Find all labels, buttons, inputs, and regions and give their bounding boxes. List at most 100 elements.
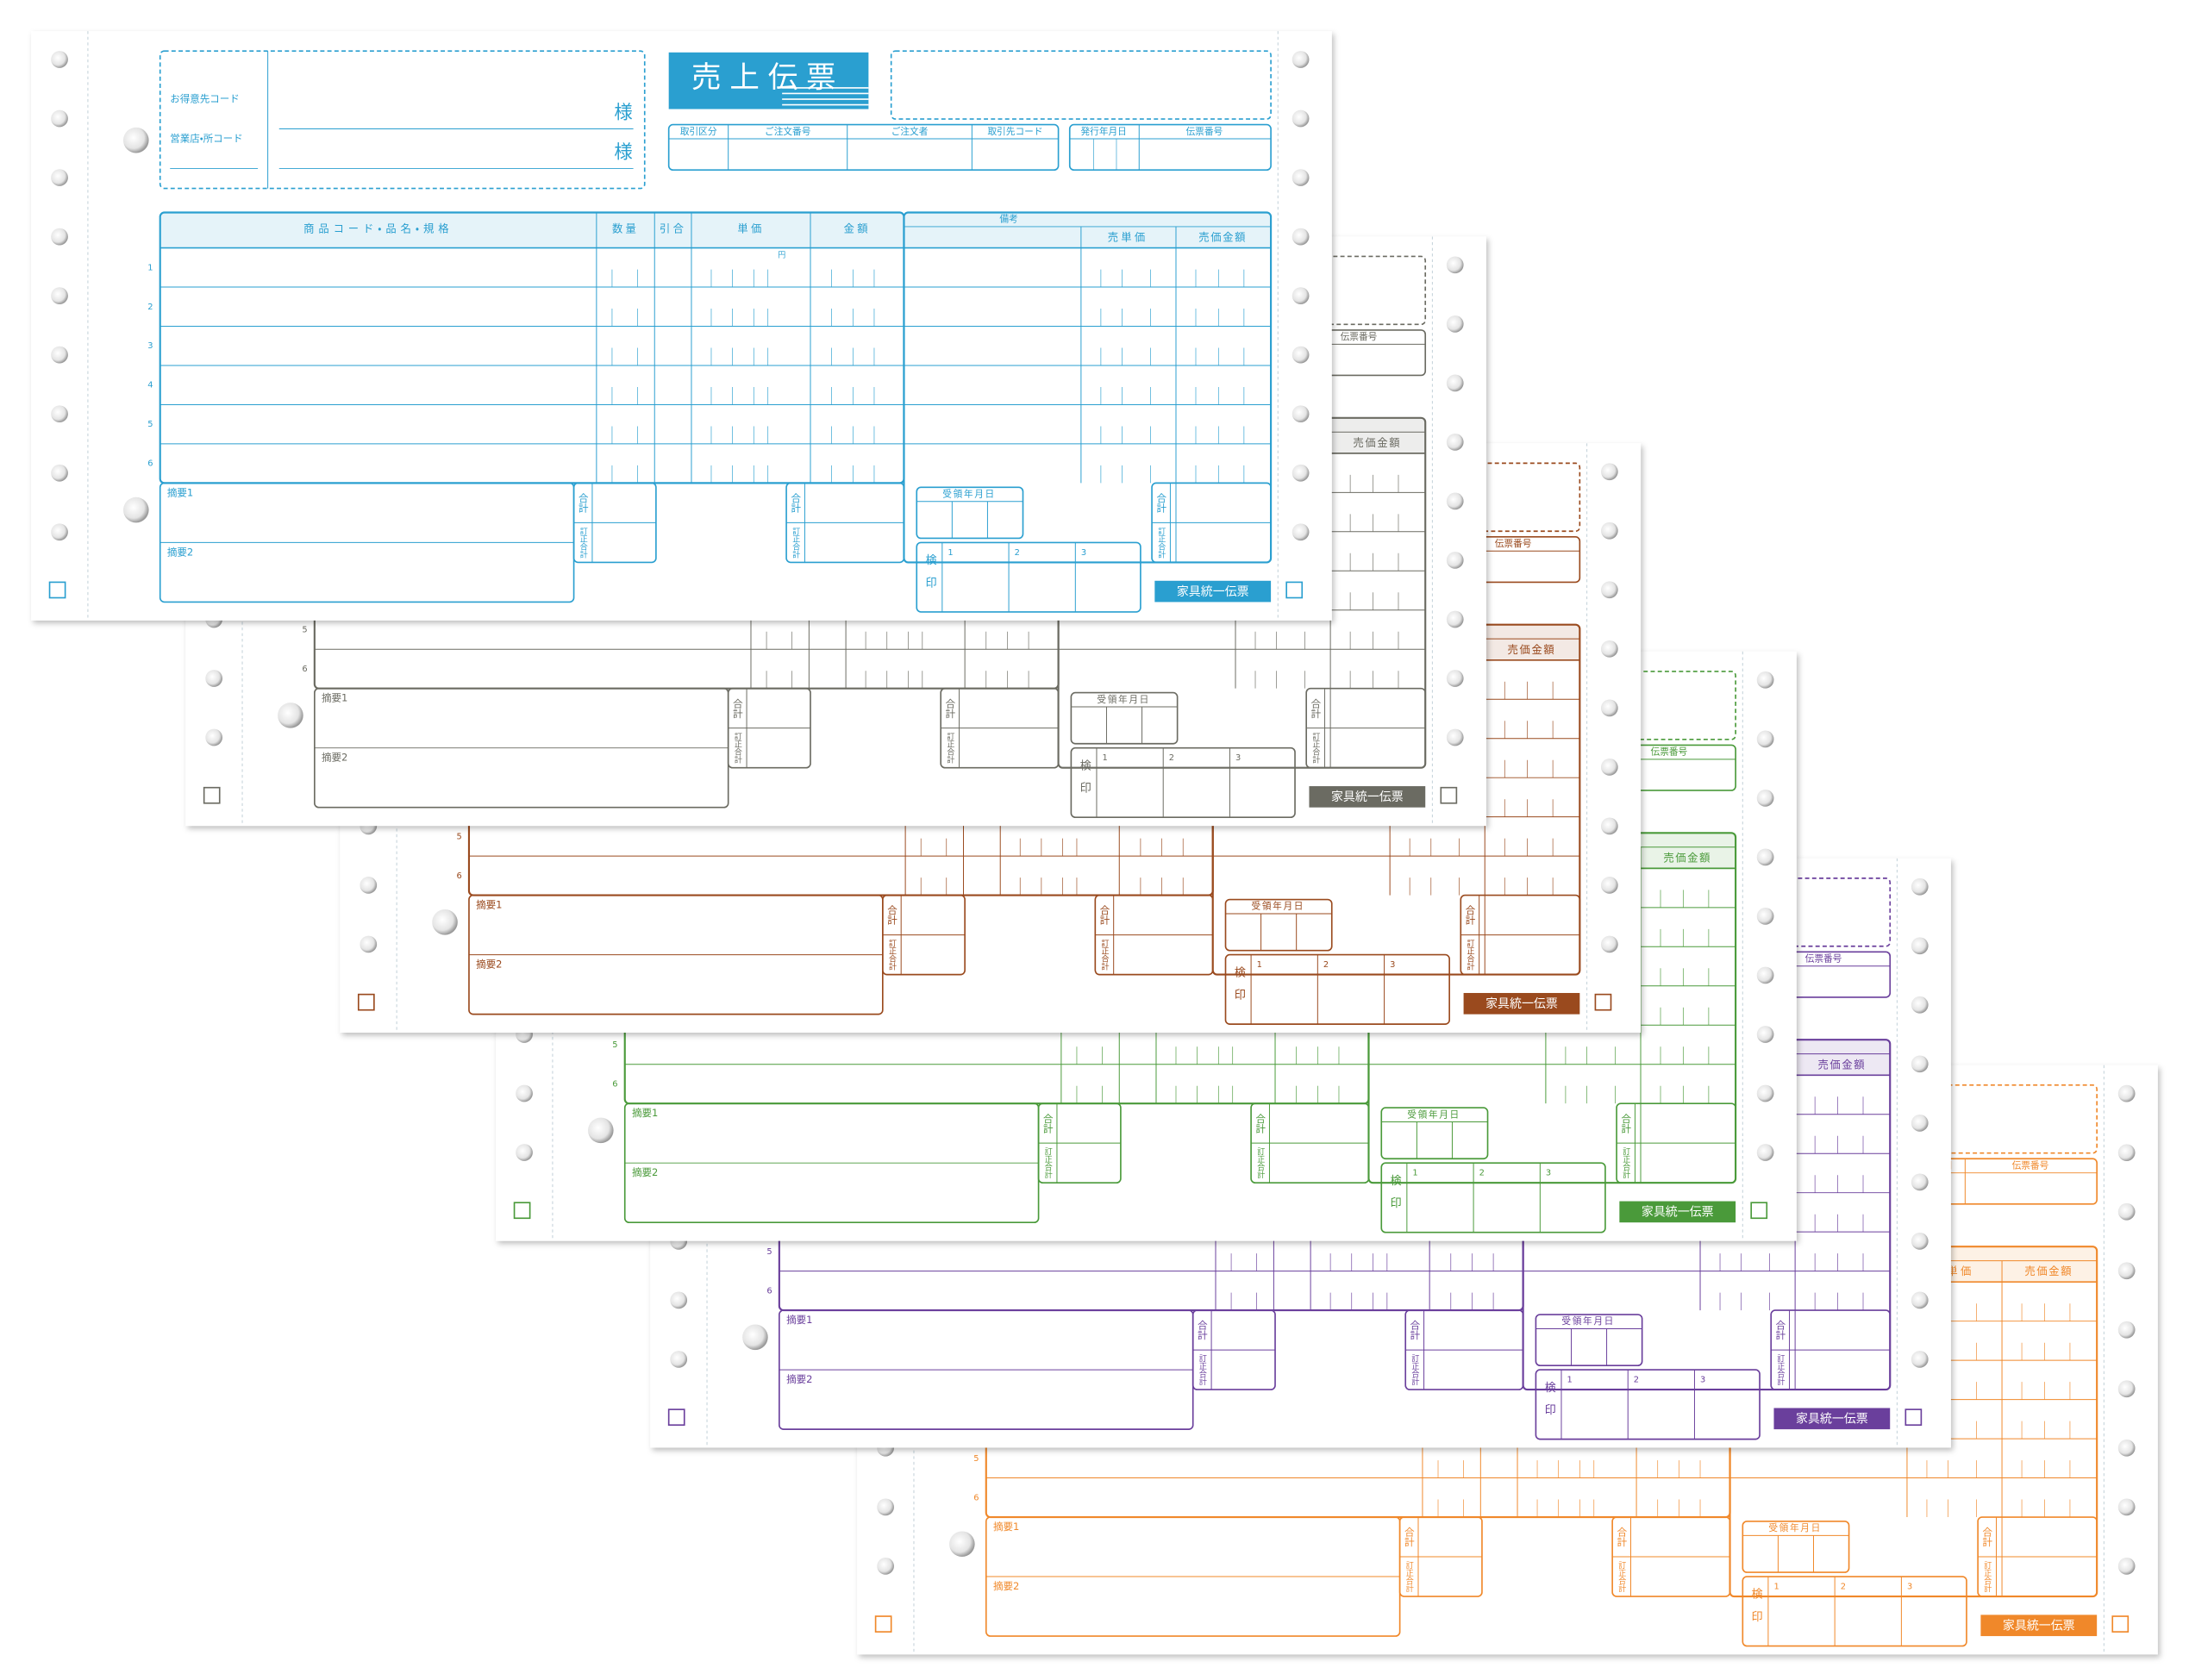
corner-mark bbox=[1440, 786, 1458, 804]
column-header: 売価金額 bbox=[2024, 1265, 2073, 1277]
inspection-box bbox=[1224, 953, 1450, 1025]
feed-hole bbox=[1756, 848, 1774, 866]
feed-hole bbox=[877, 1558, 894, 1575]
feed-hole bbox=[51, 405, 68, 423]
inspection-box bbox=[916, 541, 1141, 613]
order-box bbox=[667, 123, 1060, 172]
column-header: 数量 bbox=[612, 222, 639, 235]
inspection-slot: 1 bbox=[1773, 1583, 1779, 1592]
received-label: 受領年月日 bbox=[1097, 694, 1150, 705]
received-box bbox=[1742, 1521, 1850, 1573]
form-sheet: お得意先コード営業店・所コード様様売上伝票取引区分ご注文番号ご注文者取引先コード… bbox=[31, 31, 1332, 621]
row-number: 4 bbox=[147, 381, 153, 390]
honorific: 様 bbox=[614, 102, 632, 123]
summary-label: 摘要1 bbox=[632, 1107, 658, 1119]
footer-label: 家具統一伝票 bbox=[1796, 1412, 1868, 1427]
corrected-total-label: 訂正合計 bbox=[791, 527, 800, 559]
total-label: 合計 bbox=[944, 698, 956, 718]
feed-hole bbox=[1600, 935, 1618, 953]
corner-mark bbox=[1594, 993, 1612, 1011]
sheet-paper bbox=[31, 31, 1332, 621]
inspection-slot: 3 bbox=[1081, 548, 1086, 558]
feed-hole bbox=[1756, 730, 1774, 748]
inspection-slot: 2 bbox=[1634, 1376, 1639, 1385]
corner-mark bbox=[203, 786, 221, 804]
feed-hole bbox=[1292, 346, 1310, 364]
feed-hole bbox=[1600, 463, 1618, 481]
feed-hole bbox=[1446, 374, 1464, 392]
row-number: 3 bbox=[147, 341, 153, 351]
corrected-total-label: 訂正合計 bbox=[733, 733, 742, 765]
row-number: 6 bbox=[147, 459, 153, 469]
binding-hole bbox=[432, 909, 458, 935]
total-label: 合計 bbox=[1464, 905, 1476, 925]
inspection-slot: 1 bbox=[1567, 1376, 1573, 1385]
row-number: 6 bbox=[302, 665, 307, 674]
inspection-label: 検印 bbox=[923, 553, 937, 599]
received-label: 受領年月日 bbox=[1768, 1522, 1822, 1533]
corner-mark bbox=[1750, 1202, 1768, 1220]
stamp-area bbox=[890, 50, 1272, 120]
feed-hole bbox=[2117, 1380, 2136, 1398]
corner-mark bbox=[48, 581, 66, 599]
row-number: 5 bbox=[973, 1454, 979, 1464]
footer-badge bbox=[1980, 1614, 2098, 1637]
feed-hole bbox=[51, 464, 68, 482]
corrected-total-label: 訂正合計 bbox=[1310, 733, 1320, 765]
footer-badge bbox=[1463, 992, 1580, 1015]
row-number: 5 bbox=[302, 625, 307, 634]
feed-hole bbox=[1446, 434, 1464, 451]
feed-hole bbox=[1756, 908, 1774, 925]
total-label: 合計 bbox=[1254, 1114, 1266, 1134]
corner-mark bbox=[874, 1615, 892, 1633]
inspection-slot: 1 bbox=[1103, 753, 1108, 763]
received-box bbox=[1380, 1107, 1489, 1160]
corner-mark bbox=[667, 1408, 685, 1427]
feed-hole bbox=[1911, 1114, 1929, 1132]
table-header-fill bbox=[160, 213, 904, 247]
feed-hole bbox=[877, 1498, 894, 1516]
total-label: 合計 bbox=[732, 698, 744, 718]
order-field-label: 取引区分 bbox=[680, 126, 717, 137]
summary-label: 摘要2 bbox=[322, 752, 347, 764]
date-field-label: 伝票番号 bbox=[2012, 1159, 2049, 1171]
received-box bbox=[1070, 691, 1179, 745]
inspection-box bbox=[1535, 1369, 1761, 1440]
feed-hole bbox=[1756, 1084, 1774, 1102]
footer-label: 家具統一伝票 bbox=[1642, 1205, 1714, 1220]
summary-label: 摘要2 bbox=[786, 1373, 812, 1385]
feed-hole bbox=[51, 287, 68, 304]
inspection-label: 検印 bbox=[1078, 759, 1091, 804]
feed-hole bbox=[1292, 51, 1310, 68]
received-label: 受領年月日 bbox=[1561, 1315, 1615, 1327]
feed-hole bbox=[1446, 552, 1464, 569]
column-header: 売価金額 bbox=[1508, 643, 1556, 656]
feed-hole bbox=[1756, 1144, 1774, 1161]
corrected-total-label: 訂正合計 bbox=[1775, 1354, 1785, 1386]
column-header: 売価金額 bbox=[1353, 436, 1401, 449]
inspection-box bbox=[1380, 1162, 1606, 1233]
feed-hole bbox=[1292, 523, 1310, 541]
feed-hole bbox=[2117, 1144, 2136, 1162]
feed-hole bbox=[1292, 169, 1310, 186]
date-field-label: 伝票番号 bbox=[1805, 953, 1842, 965]
feed-hole bbox=[2117, 1084, 2136, 1102]
row-number: 5 bbox=[456, 832, 461, 841]
inspection-slot: 2 bbox=[1479, 1169, 1485, 1178]
summary-label: 摘要1 bbox=[476, 899, 502, 911]
feed-hole bbox=[51, 523, 68, 541]
received-label: 受領年月日 bbox=[942, 489, 996, 500]
total-label: 合計 bbox=[1774, 1321, 1786, 1340]
feed-hole bbox=[1446, 256, 1464, 274]
date-field-label: 伝票番号 bbox=[1651, 746, 1688, 758]
corner-mark bbox=[357, 993, 375, 1011]
order-field-label: 取引先コード bbox=[987, 126, 1042, 137]
binding-hole bbox=[122, 127, 149, 153]
binding-hole bbox=[122, 497, 149, 523]
feed-hole bbox=[1600, 521, 1618, 540]
binding-hole bbox=[949, 1531, 975, 1558]
feed-hole bbox=[670, 1351, 688, 1368]
honorific: 様 bbox=[614, 141, 632, 163]
inspection-label: 検印 bbox=[1232, 965, 1246, 1011]
corrected-total-label: 訂正合計 bbox=[1410, 1354, 1419, 1386]
